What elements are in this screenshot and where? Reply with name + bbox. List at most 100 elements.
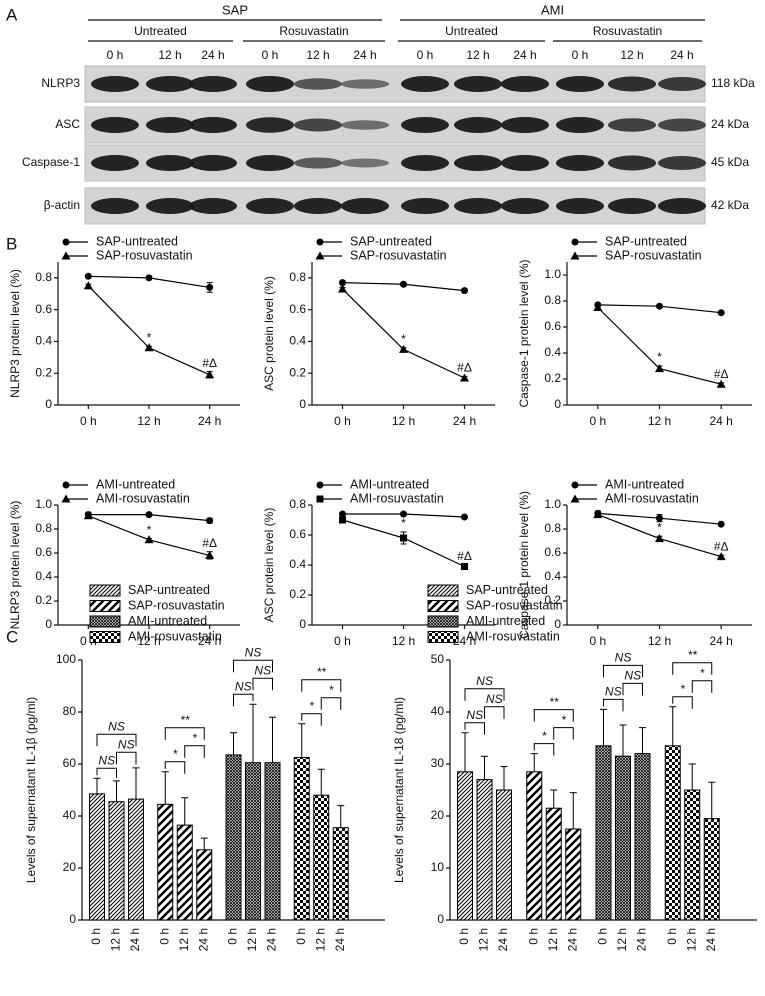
point-label: #Δ bbox=[457, 361, 472, 375]
sig-label: NS bbox=[615, 651, 632, 665]
x-tick-label: 24 h bbox=[128, 928, 142, 951]
marker bbox=[61, 251, 71, 260]
legend-label: SAP-rosuvastatin bbox=[605, 248, 702, 262]
y-tick-label: 0.2 bbox=[289, 587, 306, 601]
y-tick-label: 40 bbox=[63, 808, 77, 822]
error-bar bbox=[113, 780, 120, 802]
series-line bbox=[597, 307, 722, 385]
marker bbox=[144, 343, 154, 352]
error-bar bbox=[569, 792, 577, 829]
band bbox=[401, 155, 449, 171]
y-tick-label: 0.6 bbox=[289, 527, 306, 541]
sig-label: * bbox=[680, 682, 685, 696]
bar bbox=[293, 757, 310, 921]
lane-label: 12 h bbox=[158, 48, 181, 62]
marker bbox=[62, 238, 70, 246]
band bbox=[658, 198, 706, 214]
band bbox=[294, 78, 342, 90]
x-tick-label: 0 h bbox=[589, 414, 606, 428]
sig-bracket bbox=[464, 722, 485, 735]
y-axis-label: NLRP3 protein level (%) bbox=[8, 501, 22, 630]
bar bbox=[196, 849, 213, 921]
x-tick-label: 12 h bbox=[477, 928, 491, 951]
x-tick-label: 24 h bbox=[565, 928, 579, 951]
marker bbox=[570, 494, 580, 503]
sig-bracket bbox=[484, 706, 505, 719]
row-size: 24 kDa bbox=[711, 117, 749, 131]
legend-label: SAP-untreated bbox=[96, 234, 178, 248]
y-tick-label: 0.8 bbox=[544, 293, 561, 307]
legend-label: SAP-rosuvastatin bbox=[128, 598, 225, 612]
marker bbox=[339, 510, 346, 518]
marker bbox=[593, 303, 603, 311]
sig-bracket bbox=[301, 713, 322, 726]
sig-label: * bbox=[561, 713, 566, 727]
sig-label: NS bbox=[624, 669, 641, 683]
marker bbox=[593, 510, 603, 519]
band bbox=[91, 76, 139, 92]
sig-label: NS bbox=[466, 708, 483, 722]
band bbox=[501, 117, 549, 133]
subgroup-label: Rosuvastatin bbox=[593, 24, 662, 38]
marker bbox=[716, 552, 726, 561]
y-tick-label: 0.4 bbox=[289, 557, 306, 571]
y-axis-label: Levels of supernatant IL-18 (pg/ml) bbox=[392, 697, 406, 883]
y-tick-label: 0.4 bbox=[35, 569, 52, 583]
band bbox=[189, 117, 237, 133]
band bbox=[401, 117, 449, 133]
bar bbox=[565, 828, 582, 921]
band bbox=[294, 118, 342, 132]
y-tick-label: 0.8 bbox=[289, 497, 306, 511]
marker bbox=[716, 379, 726, 388]
marker bbox=[316, 481, 324, 489]
legend-label: SAP-untreated bbox=[128, 583, 210, 597]
band bbox=[658, 156, 706, 170]
y-tick-label: 0.6 bbox=[289, 302, 306, 316]
band bbox=[146, 76, 194, 92]
sig-label: NS bbox=[254, 663, 271, 677]
x-tick-label: 24 h bbox=[709, 414, 732, 428]
legend-label: SAP-rosuvastatin bbox=[350, 248, 447, 262]
group-label: AMI bbox=[541, 2, 564, 17]
y-tick-label: 1.0 bbox=[35, 497, 52, 511]
legend-label: AMI-rosuvastatin bbox=[128, 629, 222, 643]
legend-swatch bbox=[427, 631, 459, 643]
bar bbox=[128, 798, 144, 921]
error-bar bbox=[249, 703, 257, 763]
y-tick-label: 0.4 bbox=[544, 345, 561, 359]
bar bbox=[684, 789, 701, 921]
error-bar bbox=[461, 732, 469, 772]
band bbox=[501, 155, 549, 171]
legend-swatch bbox=[427, 615, 459, 628]
marker bbox=[205, 550, 215, 559]
x-tick-label: 24 h bbox=[198, 414, 221, 428]
x-tick-label: 12 h bbox=[137, 634, 160, 648]
lane-label: 24 h bbox=[353, 48, 376, 62]
y-tick-label: 0.8 bbox=[289, 270, 306, 284]
legend-label: AMI-untreated bbox=[96, 477, 175, 491]
y-tick-label: 0.6 bbox=[544, 319, 561, 333]
x-tick-label: 0 h bbox=[526, 928, 540, 945]
sig-label: NS bbox=[486, 692, 503, 706]
marker bbox=[144, 535, 154, 544]
bar bbox=[545, 807, 562, 921]
y-tick-label: 0 bbox=[45, 617, 52, 631]
lane-label: 0 h bbox=[417, 48, 434, 62]
point-label: #Δ bbox=[202, 356, 217, 370]
y-tick-label: 0 bbox=[437, 912, 444, 926]
lane-label: 24 h bbox=[513, 48, 536, 62]
band bbox=[658, 77, 706, 91]
marker bbox=[206, 283, 214, 291]
bar bbox=[245, 762, 261, 921]
band bbox=[246, 155, 294, 171]
marker bbox=[460, 373, 469, 382]
x-tick-label: 0 h bbox=[226, 928, 240, 945]
point-label: #Δ bbox=[714, 540, 729, 554]
bar bbox=[225, 754, 242, 921]
y-axis-label: ASC protein level (%) bbox=[262, 508, 276, 623]
band bbox=[341, 198, 389, 214]
lane-label: 12 h bbox=[306, 48, 329, 62]
error-bar bbox=[639, 727, 646, 754]
marker bbox=[717, 520, 725, 528]
